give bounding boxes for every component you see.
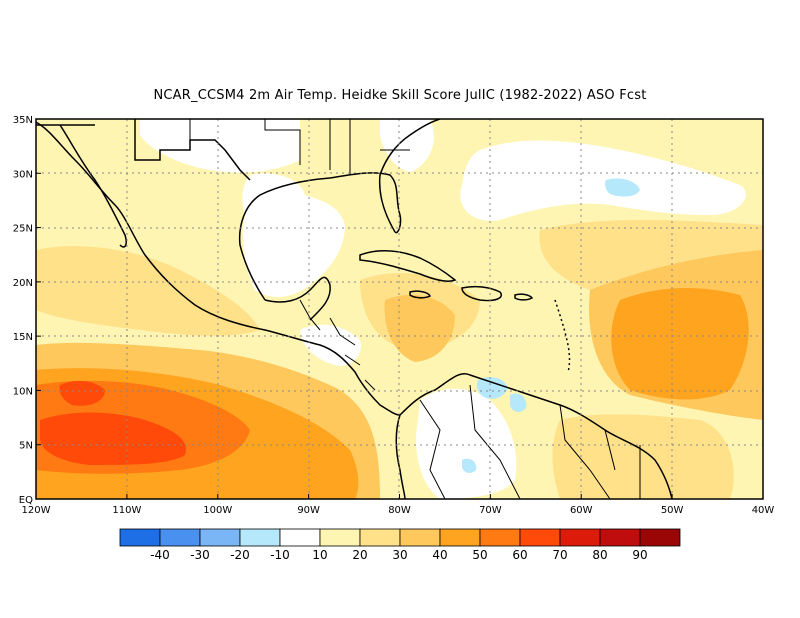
lat-tick-label: 10N — [13, 386, 33, 397]
coastline-us-east — [378, 119, 441, 233]
coastline-north-america — [36, 121, 401, 416]
colorbar-label: 30 — [392, 548, 407, 562]
coastline-cuba — [359, 250, 457, 282]
lon-tick-label: 40W — [752, 505, 775, 516]
colorbar-swatch — [479, 528, 521, 547]
coastlines — [36, 119, 673, 499]
colorbar-label: 20 — [352, 548, 367, 562]
lat-tick-label: 30N — [13, 169, 33, 180]
skill-20-30-patch — [552, 414, 734, 499]
colorbar-label: 60 — [512, 548, 527, 562]
coastline-puerto-rico — [514, 293, 534, 301]
colorbar: -40 -30 -20 -10 10 20 30 40 50 60 70 80 90 — [119, 528, 681, 562]
colorbar-swatch — [319, 528, 361, 547]
colorbar-label: -40 — [150, 548, 170, 562]
lat-tick-label: EQ — [19, 495, 33, 506]
lon-tick-label: 50W — [661, 505, 684, 516]
coastline-south-america-west — [395, 414, 406, 499]
skill-negative-patch — [476, 377, 508, 399]
skill-20-30-patch — [36, 246, 260, 336]
lon-tick-label: 60W — [570, 505, 593, 516]
colorbar-swatch — [519, 528, 561, 547]
colorbar-label: 80 — [592, 548, 607, 562]
border-us-states — [189, 119, 410, 175]
lat-tick-label: 35N — [13, 115, 33, 126]
coastline-south-america — [399, 373, 673, 499]
colorbar-swatch — [639, 528, 681, 547]
lat-tick-label: 5N — [19, 441, 33, 452]
lon-tick-label: 80W — [388, 505, 411, 516]
colorbar-swatch — [359, 528, 401, 547]
skill-60-70-core — [59, 380, 105, 406]
colorbar-swatch — [159, 528, 201, 547]
white-region-mexico — [242, 173, 345, 297]
skill-negative-patch — [462, 458, 477, 473]
colorbar-label: 90 — [632, 548, 647, 562]
colorbar-swatch — [439, 528, 481, 547]
lon-tick-label: 110W — [112, 505, 141, 516]
lat-tick-label: 25N — [13, 224, 33, 235]
skill-60-70-core — [40, 412, 186, 465]
lon-tick-label: 100W — [203, 505, 232, 516]
lon-tick-label: 70W — [479, 505, 502, 516]
latitude-axis: 35N 30N 25N 20N 15N 10N 5N EQ — [13, 115, 41, 506]
skill-40-50-region — [611, 288, 749, 400]
white-region-south-america — [416, 388, 517, 499]
lat-tick-label: 15N — [13, 332, 33, 343]
skill-negative-patch — [510, 393, 527, 412]
white-region-atlantic — [460, 140, 746, 221]
coastline-jamaica — [409, 290, 432, 299]
colorbar-label: 10 — [312, 548, 327, 562]
colorbar-label: 40 — [432, 548, 447, 562]
colorbar-label: 50 — [472, 548, 487, 562]
border-central-america — [299, 299, 376, 391]
skill-30-40-band — [384, 295, 455, 362]
coastline-hispaniola — [461, 285, 502, 302]
lat-tick-label: 20N — [13, 278, 33, 289]
colorbar-swatch — [279, 528, 321, 547]
colorbar-label: -10 — [270, 548, 290, 562]
colorbar-swatch — [239, 528, 281, 547]
coastline-yucatan — [264, 276, 331, 321]
lon-tick-label: 90W — [297, 505, 320, 516]
colorbar-label: 70 — [552, 548, 567, 562]
colorbar-label: -20 — [230, 548, 250, 562]
colorbar-swatch — [399, 528, 441, 547]
lon-tick-label: 120W — [22, 505, 51, 516]
colorbar-label: -30 — [190, 548, 210, 562]
coastline-gulf — [238, 172, 402, 301]
map-title: NCAR_CCSM4 2m Air Temp. Heidke Skill Sco… — [153, 88, 647, 103]
colorbar-swatch — [199, 528, 241, 547]
colorbar-swatch — [559, 528, 601, 547]
gridlines — [36, 119, 763, 499]
white-region-us-east — [380, 119, 434, 172]
colorbar-swatch — [119, 528, 161, 547]
coastline-lesser-antilles — [554, 299, 571, 373]
skill-field — [36, 119, 763, 499]
coastline-baja — [59, 124, 127, 248]
longitude-axis: 120W 110W 100W 90W 80W 70W 60W 50W 40W — [22, 494, 775, 516]
colorbar-swatch — [599, 528, 641, 547]
skill-negative-patch — [605, 178, 640, 197]
